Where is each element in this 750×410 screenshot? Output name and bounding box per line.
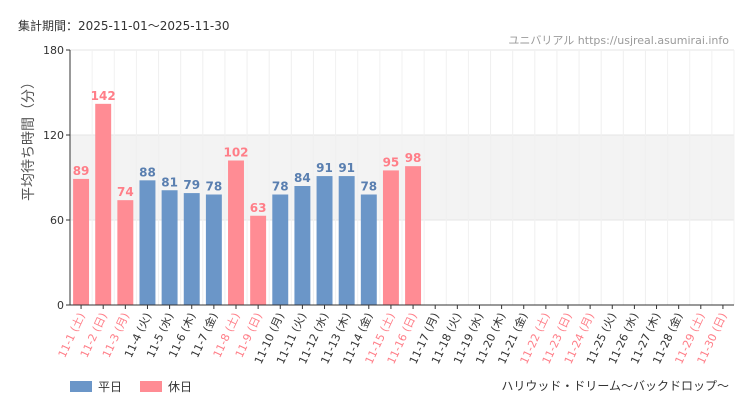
period-label: 集計期間：2025-11-01～2025-11-30 xyxy=(18,19,230,33)
x-tick-labels: 11-1 (土)11-2 (日)11-3 (月)11-4 (火)11-5 (水)… xyxy=(56,305,730,366)
data-label: 142 xyxy=(91,89,116,103)
bar xyxy=(250,215,267,305)
legend-item-holiday[interactable]: 休日 xyxy=(140,378,192,395)
bar xyxy=(117,200,134,305)
bar xyxy=(205,194,222,305)
data-label: 98 xyxy=(405,151,422,165)
data-label: 84 xyxy=(294,171,311,185)
data-label: 102 xyxy=(223,146,248,160)
data-label: 78 xyxy=(206,180,223,194)
data-label: 91 xyxy=(316,161,333,175)
bar xyxy=(183,193,200,305)
bar xyxy=(139,180,156,305)
bar xyxy=(73,178,90,305)
bar xyxy=(161,190,178,305)
legend: 平日 休日 xyxy=(70,378,192,395)
data-label: 88 xyxy=(139,165,156,179)
y-tick-label: 60 xyxy=(50,214,64,227)
bar xyxy=(95,103,112,305)
bar xyxy=(360,194,377,305)
data-label: 78 xyxy=(360,180,377,194)
y-tick-labels: 0 60 120 180 xyxy=(43,44,70,312)
data-label: 79 xyxy=(183,178,200,192)
bar xyxy=(382,170,399,305)
data-label: 91 xyxy=(338,161,355,175)
legend-item-weekday[interactable]: 平日 xyxy=(70,378,122,395)
data-label: 74 xyxy=(117,185,134,199)
data-label: 63 xyxy=(250,201,267,215)
legend-label-holiday: 休日 xyxy=(168,380,193,394)
grid-lines xyxy=(69,49,735,305)
data-label: 78 xyxy=(272,180,289,194)
site-credit: ユニバリアル https://usjreal.asumirai.info xyxy=(508,34,729,47)
bar xyxy=(316,176,333,305)
data-label: 89 xyxy=(73,164,90,178)
bar xyxy=(272,194,289,305)
y-tick-label: 120 xyxy=(43,129,64,142)
y-tick-label: 180 xyxy=(43,44,64,57)
bar xyxy=(228,160,244,305)
legend-swatch-weekday xyxy=(70,381,92,392)
legend-label-weekday: 平日 xyxy=(98,380,123,394)
y-tick-label: 0 xyxy=(57,299,64,312)
bar xyxy=(405,166,422,305)
bar xyxy=(294,186,311,305)
data-label: 95 xyxy=(383,155,400,169)
bars xyxy=(73,103,422,305)
data-labels: 89 142 74 88 81 79 78 102 63 78 84 91 91 78 95 98 xyxy=(73,89,422,215)
bar xyxy=(338,176,355,305)
attraction-name: ハリウッド・ドリーム～バックドロップ～ xyxy=(501,379,729,393)
data-label: 81 xyxy=(161,175,178,189)
legend-swatch-holiday xyxy=(140,381,163,392)
